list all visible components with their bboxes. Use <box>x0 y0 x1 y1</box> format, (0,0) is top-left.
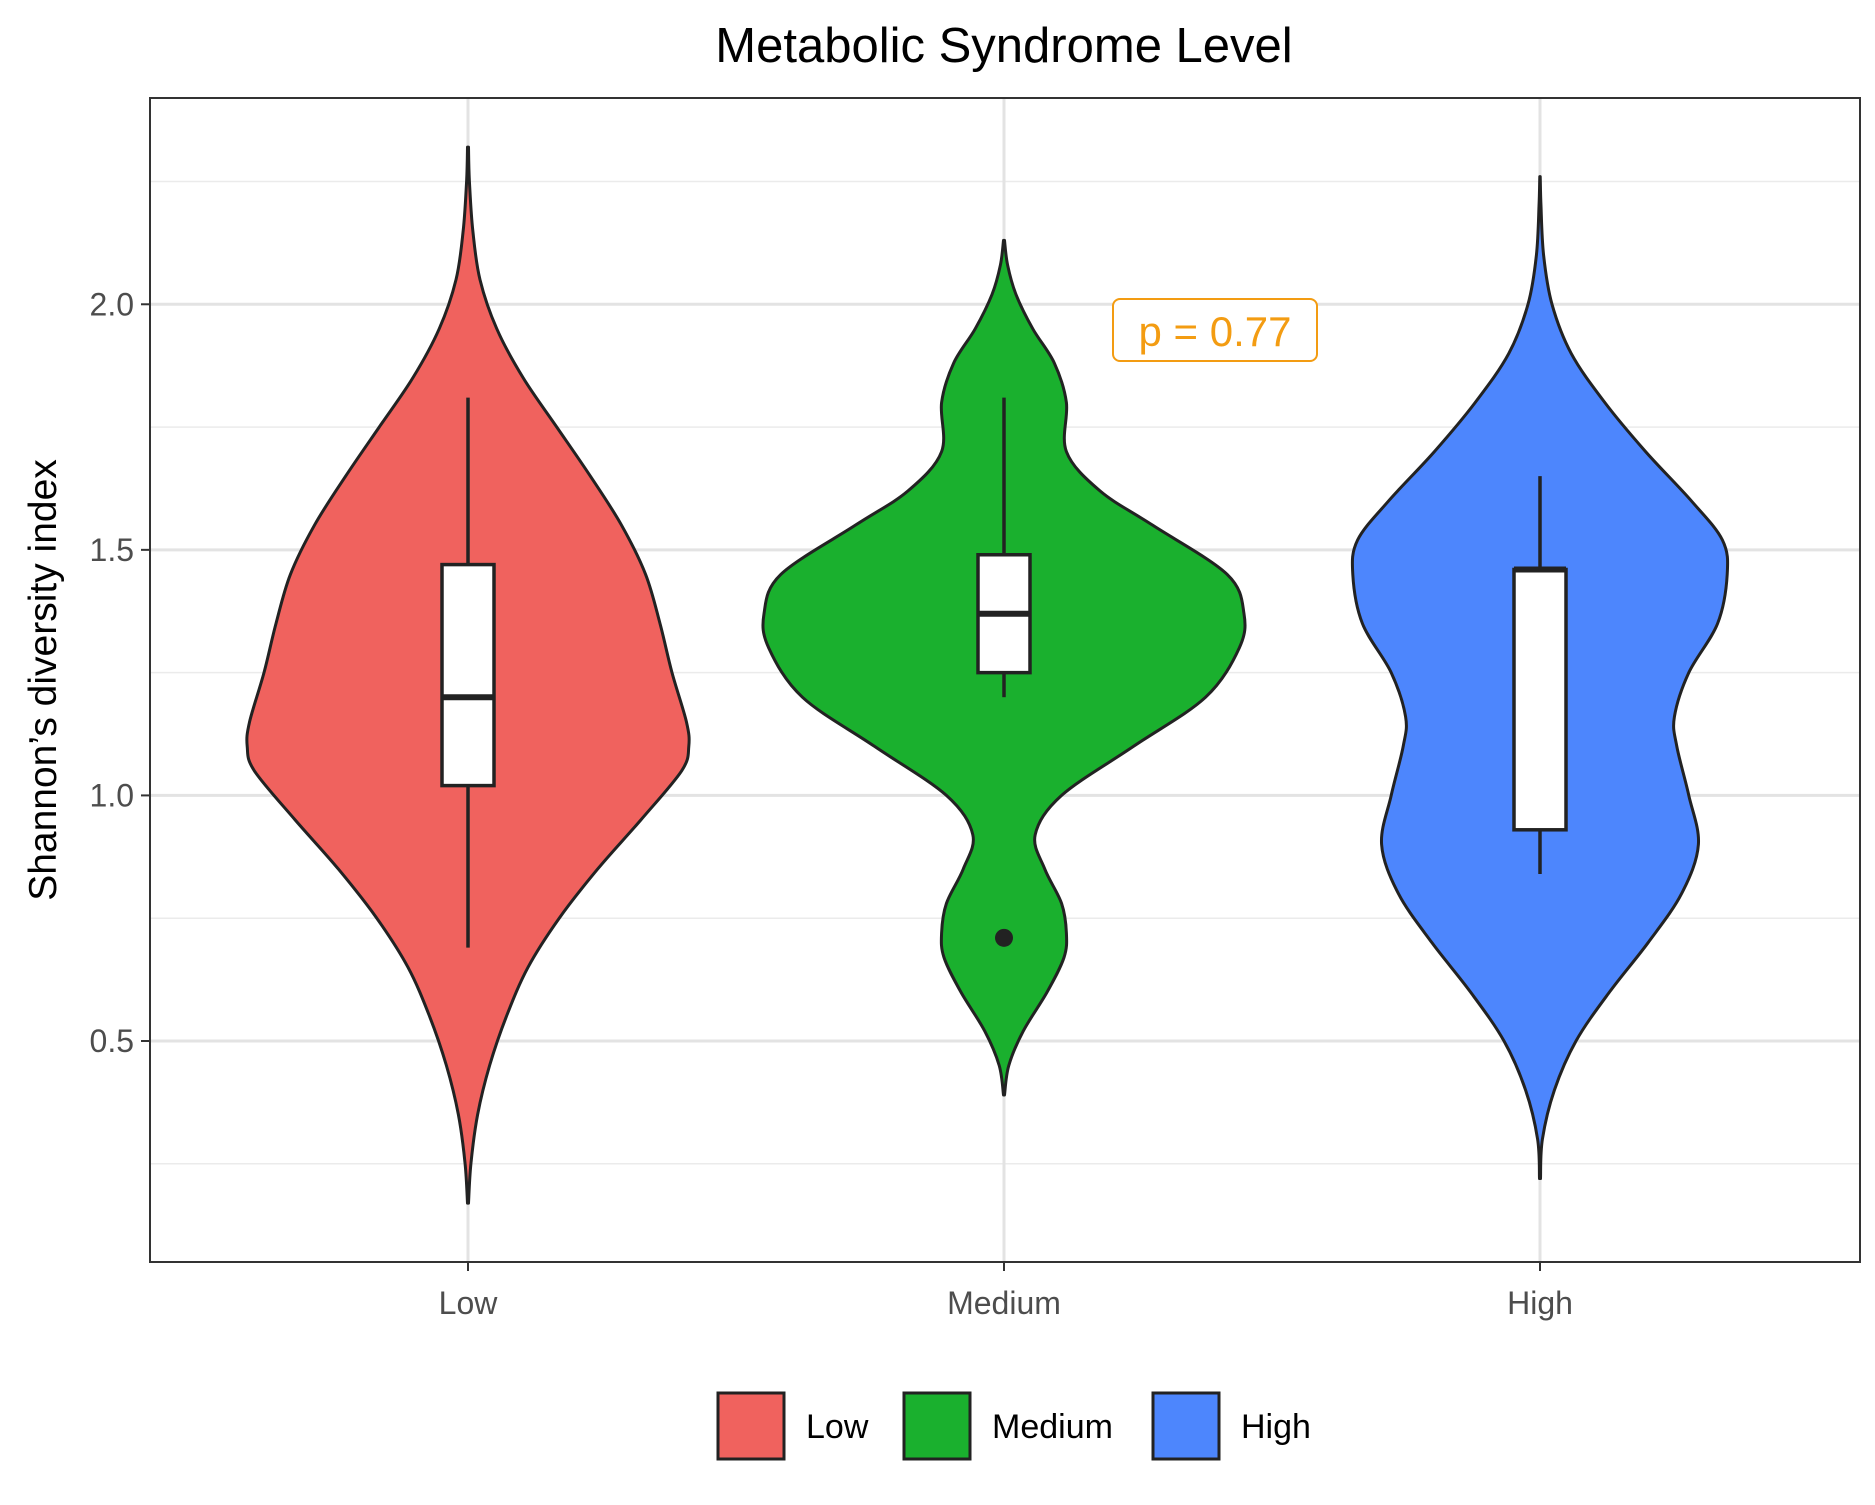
legend-label-low: Low <box>806 1408 869 1446</box>
legend-swatch-low <box>716 1391 786 1461</box>
x-tick-label: Medium <box>947 1285 1061 1321</box>
x-tick-label: High <box>1507 1285 1573 1321</box>
y-tick-label: 0.5 <box>90 1023 134 1059</box>
y-tick-label: 1.0 <box>90 777 134 813</box>
p-value-label: p = 0.77 <box>1139 308 1292 355</box>
box-low <box>440 562 496 788</box>
annotation-layer: p = 0.77 <box>1112 298 1318 362</box>
p-value-box <box>1112 298 1318 362</box>
x-axis: Low Medium High <box>439 1262 1573 1321</box>
chart-title: Metabolic Syndrome Level <box>715 19 1292 73</box>
x-tick-label: Low <box>439 1285 499 1321</box>
box-layer <box>440 397 1568 948</box>
legend-swatch-medium <box>902 1391 972 1461</box>
legend-swatch-high <box>1151 1391 1221 1461</box>
box-high <box>1512 567 1568 832</box>
outlier-medium <box>995 928 1013 947</box>
legend-label-medium: Medium <box>992 1408 1113 1446</box>
legend-label-high: High <box>1241 1408 1311 1446</box>
y-axis: 0.5 1.0 1.5 2.0 <box>90 286 150 1059</box>
y-tick-label: 1.5 <box>90 532 134 568</box>
legend: Low Medium High <box>716 1391 1311 1461</box>
y-axis-title: Shannon’s diversity index <box>22 459 65 901</box>
y-tick-label: 2.0 <box>90 286 134 322</box>
